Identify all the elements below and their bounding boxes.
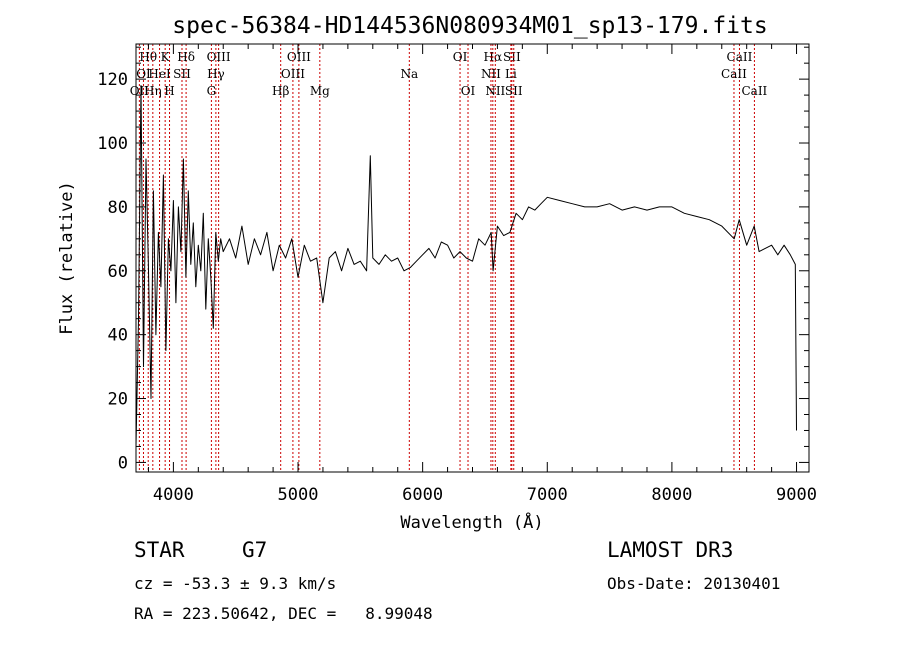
line-marker-label: NII bbox=[485, 84, 505, 98]
line-marker-label: Hβ bbox=[272, 84, 289, 98]
emission-line-markers: Hθ OII OI Hη K HeI H SII Hδ OIII Hγ G OIII OIII Hβ Mg Na… bbox=[130, 44, 768, 472]
line-marker-label: OII bbox=[130, 84, 150, 98]
line-marker-label: HeI bbox=[148, 67, 171, 81]
line-marker-label: Mg bbox=[310, 84, 330, 98]
line-marker-label: Hγ bbox=[207, 67, 225, 81]
y-tick-label: 100 bbox=[97, 134, 128, 154]
line-marker-label: NII bbox=[481, 67, 501, 81]
class-label: STAR bbox=[134, 538, 185, 562]
line-marker-label: Hα bbox=[484, 50, 503, 64]
line-marker-label: SII bbox=[505, 84, 523, 98]
y-tick-label: 120 bbox=[97, 70, 128, 90]
line-marker-label: SII bbox=[173, 67, 191, 81]
line-marker-label: Hθ bbox=[139, 50, 157, 64]
chart-title: spec-56384-HD144536N080934M01_sp13-179.f… bbox=[172, 13, 767, 39]
line-marker-label: Na bbox=[400, 67, 418, 81]
line-marker-label: OI bbox=[453, 50, 468, 64]
line-marker-label: CaII bbox=[741, 84, 767, 98]
line-marker-label: Hη bbox=[144, 84, 162, 98]
line-marker-label: G bbox=[207, 84, 217, 98]
y-tick-label: 80 bbox=[108, 198, 128, 218]
line-marker-label: OIII bbox=[207, 50, 231, 64]
line-marker-label: CaII bbox=[721, 67, 747, 81]
subclass-label: G7 bbox=[242, 538, 268, 562]
x-tick-label: 7000 bbox=[527, 485, 568, 505]
line-marker-label: K bbox=[161, 50, 171, 64]
y-tick-label: 60 bbox=[108, 262, 128, 282]
obs-date-text: Obs-Date: 20130401 bbox=[607, 574, 781, 593]
line-marker-label: CaII bbox=[727, 50, 753, 64]
x-tick-label: 6000 bbox=[402, 485, 443, 505]
line-marker-label: Li bbox=[505, 67, 517, 81]
x-tick-label: 5000 bbox=[278, 485, 319, 505]
survey-label: LAMOST DR3 bbox=[607, 538, 734, 562]
y-axis-label: Flux (relative) bbox=[57, 181, 77, 335]
x-axis-label: Wavelength (Å) bbox=[400, 511, 543, 533]
line-marker-label: OI bbox=[461, 84, 476, 98]
y-tick-label: 40 bbox=[108, 326, 128, 346]
line-marker-label: SII bbox=[503, 50, 521, 64]
spectrum-line bbox=[135, 85, 797, 447]
plot-frame bbox=[135, 43, 810, 473]
y-tick-label: 20 bbox=[108, 390, 128, 410]
line-marker-label: OIII bbox=[287, 50, 311, 64]
y-tick-label: 0 bbox=[118, 453, 128, 473]
redshift-text: cz = -53.3 ± 9.3 km/s bbox=[134, 574, 337, 593]
line-marker-label: H bbox=[164, 84, 174, 98]
x-axis: 4000 5000 6000 7000 8000 9000 bbox=[147, 44, 817, 505]
line-marker-label: OI bbox=[136, 67, 151, 81]
x-tick-label: 4000 bbox=[153, 485, 194, 505]
coordinates-text: RA = 223.50642, DEC = 8.99048 bbox=[134, 604, 433, 623]
line-marker-label: Hδ bbox=[177, 50, 195, 64]
line-marker-label: OIII bbox=[281, 67, 305, 81]
x-tick-label: 9000 bbox=[776, 485, 817, 505]
y-axis: 0 20 40 60 80 100 120 bbox=[97, 46, 809, 473]
x-tick-label: 8000 bbox=[651, 485, 692, 505]
